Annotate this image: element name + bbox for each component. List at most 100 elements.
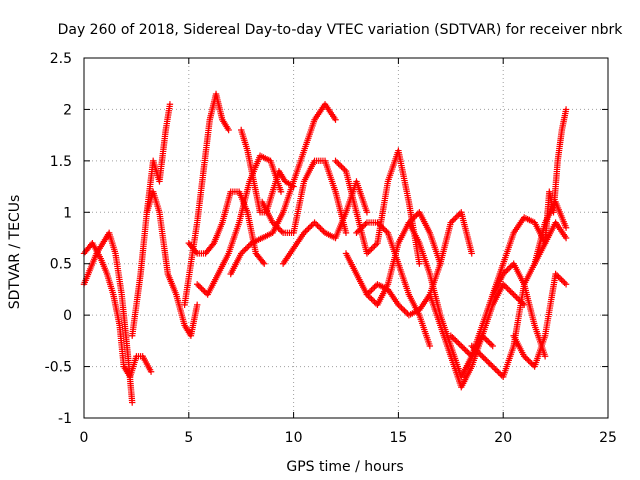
data-point [201,288,208,295]
data-point [511,292,519,300]
data-point [377,222,384,229]
data-point [461,345,468,353]
data-point [399,306,407,313]
data-point [275,225,282,232]
y-tick-label: 2 [63,102,72,118]
x-tick-label: 15 [389,430,407,446]
data-point [455,212,462,219]
data-point [366,247,374,254]
data-point [483,357,490,364]
data-point [411,213,419,220]
data-point [381,226,389,234]
data-point [396,303,404,310]
data-point [502,284,510,291]
data-point [413,212,420,219]
data-point [273,223,281,231]
y-tick-label: 0.5 [50,257,72,273]
data-point [239,248,246,256]
data-point [192,248,200,256]
data-point [449,217,456,225]
data-point [447,219,454,226]
data-point [193,301,201,309]
data-point [476,350,483,357]
data-point [485,338,492,345]
data-point [372,241,380,248]
data-point [559,278,567,285]
data-point [492,366,499,373]
data-point [522,354,529,361]
data-point [368,286,375,294]
data-point [555,273,562,281]
data-point [450,335,457,342]
y-tick-label: 1.5 [50,154,72,170]
data-point [380,225,387,232]
data-point [468,250,475,257]
data-point [462,347,469,354]
data-point [306,223,314,231]
y-tick-label: -0.5 [45,360,72,376]
data-point [468,342,475,350]
data-point [238,250,245,257]
data-point [450,216,457,223]
data-point [526,358,534,366]
data-point [371,284,378,291]
data-series [80,90,570,406]
data-point [402,309,410,316]
data-point [336,162,344,169]
data-point [561,279,568,287]
data-point [416,260,423,267]
data-point [366,288,374,295]
data-point [541,353,549,360]
series-arc-3 [129,101,174,339]
data-point [333,159,341,166]
data-point [277,188,285,195]
data-point [371,242,378,250]
y-tick-label: 2.5 [50,51,72,67]
data-point [556,275,564,282]
data-point [368,245,375,253]
data-point [314,222,321,229]
data-point [477,351,484,359]
data-point [486,360,493,367]
series-arc-7 [193,152,285,298]
data-point [308,222,315,229]
data-point [465,350,472,357]
data-point [562,106,570,113]
data-point [464,348,471,356]
data-point [259,259,267,266]
series-arc-13 [342,209,444,309]
data-point [507,288,514,295]
series-arc-21 [531,106,570,267]
data-point [359,223,366,231]
data-point [147,368,155,375]
series-arc-15 [363,209,475,319]
data-point [300,229,308,237]
data-point [449,333,456,341]
y-axis-label: SDTVAR / TECUs [7,195,23,310]
data-point [366,294,374,301]
data-point [374,219,381,226]
data-point [488,361,495,369]
data-point [505,286,513,294]
axes: 0 5 10 15 20 25 -1 -0.5 0 0.5 1 1.5 2 2.5 [45,51,617,446]
data-point [302,228,309,235]
data-point [278,228,285,235]
data-point [508,289,516,297]
data-point [305,225,312,232]
data-point [401,307,408,314]
data-point [129,399,136,406]
data-point [166,101,174,108]
data-point [562,224,570,231]
data-point [504,285,511,292]
data-point [270,220,278,228]
x-tick-label: 10 [285,430,303,446]
data-point [504,266,511,273]
series-arc-14 [353,219,434,350]
data-point [335,160,342,167]
data-point [318,226,326,234]
data-point [491,364,498,372]
data-point [395,301,402,309]
series-arc-5 [181,90,232,309]
data-point [378,223,386,231]
